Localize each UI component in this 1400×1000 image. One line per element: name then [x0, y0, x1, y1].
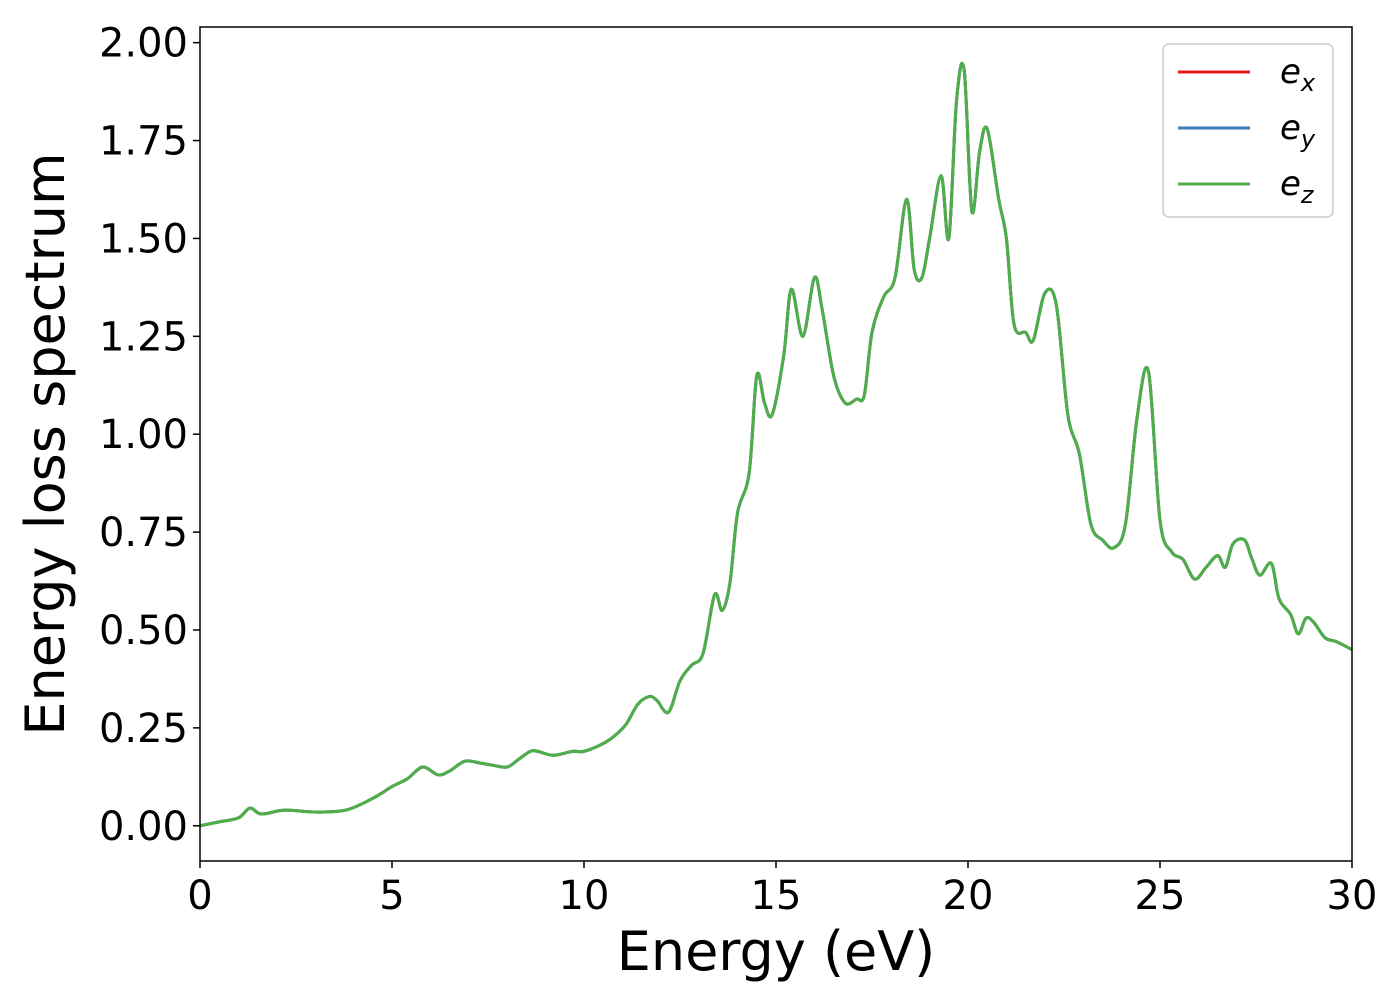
y-tick-label: 0.50: [99, 608, 188, 654]
legend-label-ey: ey: [1280, 108, 1316, 153]
y-tick-label: 0.25: [99, 706, 188, 752]
y-tick-label: 1.75: [99, 119, 188, 165]
legend-label-ex: ex: [1280, 52, 1316, 97]
x-tick-label: 25: [1135, 873, 1186, 919]
x-tick-label: 10: [559, 873, 610, 919]
y-tick-label: 0.75: [99, 510, 188, 556]
x-tick-label: 5: [379, 873, 404, 919]
y-tick-label: 2.00: [99, 21, 188, 67]
x-axis-ticks: 0 5 10 15 20 25 30: [187, 861, 1377, 919]
legend-box: [1162, 43, 1334, 218]
x-tick-label: 15: [751, 873, 802, 919]
y-tick-label: 1.50: [99, 216, 188, 262]
y-axis-ticks: 0.00 0.25 0.50 0.75 1.00 1.25 1.50 1.75 2.00: [99, 21, 200, 850]
x-tick-label: 0: [187, 873, 212, 919]
plot-lines: [199, 61, 1353, 828]
x-tick-label: 20: [943, 873, 994, 919]
series-line-ez: [199, 61, 1353, 828]
y-tick-label: 0.00: [99, 804, 188, 850]
legend: ex ey ez: [1162, 43, 1334, 218]
y-tick-label: 1.25: [99, 314, 188, 360]
x-tick-label: 30: [1327, 873, 1378, 919]
y-axis-title: Energy loss spectrum: [14, 152, 77, 735]
x-axis-title: Energy (eV): [617, 920, 936, 983]
y-tick-label: 1.00: [99, 412, 188, 458]
legend-label-ez: ez: [1280, 164, 1315, 209]
